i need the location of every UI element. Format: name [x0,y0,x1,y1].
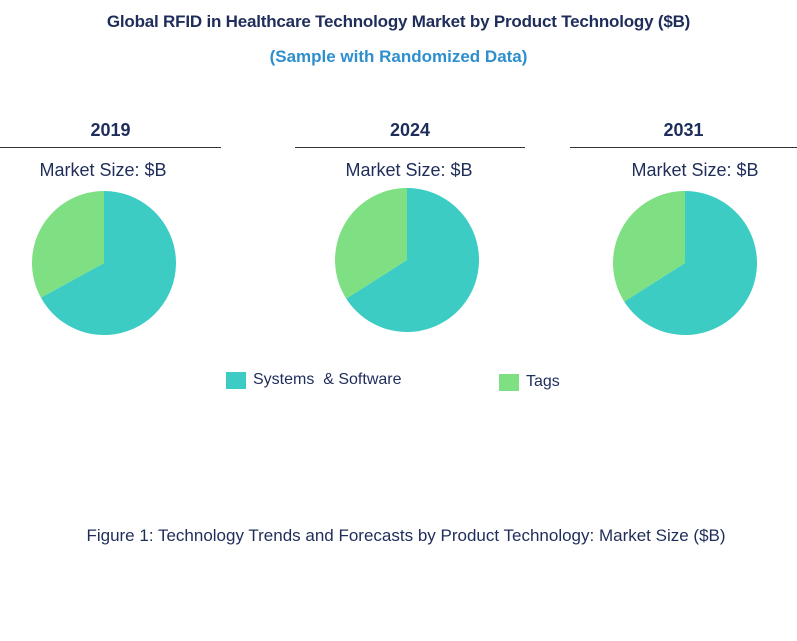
pie-2031-rule [570,147,797,148]
chart-title: Global RFID in Healthcare Technology Mar… [106,12,691,31]
pie-2024-market-size: Market Size: $B [345,160,473,180]
pie-2019-slice-systems [40,191,177,335]
pie-2024-slice-systems [346,187,479,333]
pie-2031-market-size: Market Size: $B [631,160,759,180]
legend-item-systems: Systems & Software [226,371,402,389]
pie-2024-rule [295,147,525,148]
legend-swatch-tags [499,373,519,391]
legend-label-systems: Systems & Software [253,371,402,388]
pie-2019-rule [0,147,221,148]
pie-2031-slice-systems [624,191,757,335]
legend-label-tags: Tags [526,373,560,390]
figure-caption: Figure 1: Technology Trends and Forecast… [86,526,726,545]
chart-subtitle: (Sample with Randomized Data) [269,47,528,66]
legend-item-tags: Tags [499,373,560,391]
pie-2031-year: 2031 [663,120,704,140]
pie-2019-year: 2019 [90,120,131,140]
pie-2031-slice-tags [612,191,685,302]
pie-2024-slice-tags [335,188,407,299]
pie-2019-slice-tags [32,191,105,298]
legend-swatch-systems [226,371,246,389]
pie-2019-market-size: Market Size: $B [39,160,167,180]
pie-2024-year: 2024 [389,120,431,140]
